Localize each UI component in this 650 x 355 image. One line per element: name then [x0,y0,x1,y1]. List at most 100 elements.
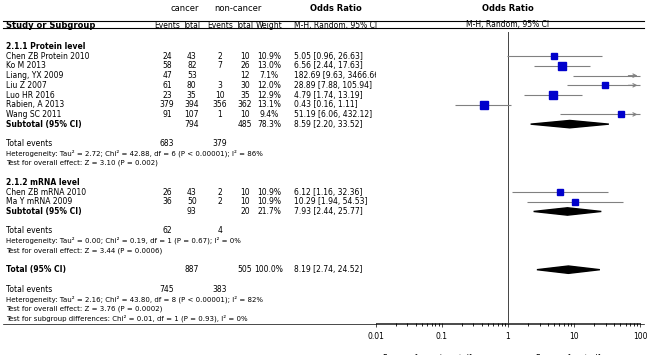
Text: 3: 3 [217,81,222,90]
Text: 182.69 [9.63, 3466.66]: 182.69 [9.63, 3466.66] [294,71,382,80]
Text: 61: 61 [162,81,172,90]
Text: 12: 12 [240,71,250,80]
Text: Heterogeneity: Tau² = 0.00; Chi² = 0.19, df = 1 (P = 0.67); I² = 0%: Heterogeneity: Tau² = 0.00; Chi² = 0.19,… [6,237,241,244]
Text: 28.89 [7.88, 105.94]: 28.89 [7.88, 105.94] [294,81,372,90]
Text: Total (95% CI): Total (95% CI) [6,265,66,274]
Text: 35: 35 [240,91,250,99]
Text: 2.1.1 Protein level: 2.1.1 Protein level [6,42,86,51]
Text: 356: 356 [213,100,227,109]
Text: 6.56 [2.44, 17.63]: 6.56 [2.44, 17.63] [294,61,363,70]
Text: Favours [control]: Favours [control] [536,354,601,355]
Text: 10.9%: 10.9% [257,187,281,197]
Text: 91: 91 [162,110,172,119]
Text: Subtotal (95% CI): Subtotal (95% CI) [6,120,82,129]
Text: 10.9%: 10.9% [257,52,281,61]
Text: Total events: Total events [6,285,53,294]
Text: 887: 887 [185,265,199,274]
Text: 0.43 [0.16, 1.11]: 0.43 [0.16, 1.11] [294,100,358,109]
Text: 745: 745 [160,285,174,294]
Text: Ko M 2013: Ko M 2013 [6,61,46,70]
Text: 383: 383 [213,285,227,294]
Text: 2: 2 [217,197,222,206]
Text: Wang SC 2011: Wang SC 2011 [6,110,62,119]
Text: 7.1%: 7.1% [259,71,279,80]
Text: non-cancer: non-cancer [214,5,261,13]
Text: 7: 7 [217,61,222,70]
Text: 379: 379 [160,100,174,109]
Text: Chen ZB Protein 2010: Chen ZB Protein 2010 [6,52,90,61]
Text: Test for overall effect: Z = 3.76 (P = 0.0002): Test for overall effect: Z = 3.76 (P = 0… [6,305,163,312]
Text: 107: 107 [185,110,199,119]
Text: Favours [experimental]: Favours [experimental] [383,354,472,355]
Text: Odds Ratio: Odds Ratio [310,5,362,13]
Text: 4.79 [1.74, 13.19]: 4.79 [1.74, 13.19] [294,91,363,99]
Text: 43: 43 [187,187,196,197]
Text: 26: 26 [240,61,250,70]
Text: 10: 10 [240,187,250,197]
Text: 362: 362 [238,100,252,109]
Text: Events: Events [154,21,180,30]
Text: M-H, Random, 95% CI: M-H, Random, 95% CI [294,21,377,30]
Polygon shape [537,266,600,273]
Text: 93: 93 [187,207,196,216]
Text: 794: 794 [185,120,199,129]
Text: 12.9%: 12.9% [257,91,281,99]
Text: Weight: Weight [255,21,283,30]
Text: 2: 2 [217,187,222,197]
Text: Heterogeneity: Tau² = 2.72; Chi² = 42.88, df = 6 (P < 0.00001); I² = 86%: Heterogeneity: Tau² = 2.72; Chi² = 42.88… [6,149,263,157]
Text: 100.0%: 100.0% [255,265,283,274]
Text: 21.7%: 21.7% [257,207,281,216]
Text: Total events: Total events [6,139,53,148]
Text: M-H, Random, 95% CI: M-H, Random, 95% CI [467,20,549,29]
Text: 20: 20 [240,207,250,216]
Text: 9.4%: 9.4% [259,110,279,119]
Text: 1: 1 [217,110,222,119]
Text: 8.59 [2.20, 33.52]: 8.59 [2.20, 33.52] [294,120,362,129]
Text: 10.29 [1.94, 54.53]: 10.29 [1.94, 54.53] [294,197,367,206]
Text: 78.3%: 78.3% [257,120,281,129]
Text: 4: 4 [217,226,222,235]
Text: Test for overall effect: Z = 3.10 (P = 0.002): Test for overall effect: Z = 3.10 (P = 0… [6,160,159,166]
Text: Liu Z 2007: Liu Z 2007 [6,81,47,90]
Text: cancer: cancer [170,5,199,13]
Text: 379: 379 [213,139,227,148]
Text: 43: 43 [187,52,196,61]
Text: 10: 10 [240,197,250,206]
Text: 30: 30 [240,81,250,90]
Text: Events: Events [207,21,233,30]
Text: 7.93 [2.44, 25.77]: 7.93 [2.44, 25.77] [294,207,363,216]
Text: 2: 2 [217,52,222,61]
Text: 10.9%: 10.9% [257,197,281,206]
Text: 82: 82 [187,61,196,70]
Text: 58: 58 [162,61,172,70]
Text: Ma Y mRNA 2009: Ma Y mRNA 2009 [6,197,73,206]
Text: 6.12 [1.16, 32.36]: 6.12 [1.16, 32.36] [294,187,362,197]
Text: 13.1%: 13.1% [257,100,281,109]
Polygon shape [530,120,609,128]
Text: Total: Total [183,21,201,30]
Text: Test for subgroup differences: Chi² = 0.01, df = 1 (P = 0.93), I² = 0%: Test for subgroup differences: Chi² = 0.… [6,315,248,322]
Text: 26: 26 [162,187,172,197]
Text: 10: 10 [240,52,250,61]
Text: Subtotal (95% CI): Subtotal (95% CI) [6,207,82,216]
Text: 683: 683 [160,139,174,148]
Text: Chen ZB mRNA 2010: Chen ZB mRNA 2010 [6,187,86,197]
Text: Rabien, A 2013: Rabien, A 2013 [6,100,65,109]
Text: 50: 50 [187,197,196,206]
Text: 8.19 [2.74, 24.52]: 8.19 [2.74, 24.52] [294,265,362,274]
Text: 12.0%: 12.0% [257,81,281,90]
Text: 13.0%: 13.0% [257,61,281,70]
Text: 53: 53 [187,71,196,80]
Text: 2.1.2 mRNA level: 2.1.2 mRNA level [6,178,80,187]
Text: 394: 394 [185,100,199,109]
Text: 23: 23 [162,91,172,99]
Text: 80: 80 [187,81,196,90]
Text: 10: 10 [215,91,224,99]
Text: 505: 505 [238,265,252,274]
Text: 24: 24 [162,52,172,61]
Text: Test for overall effect: Z = 3.44 (P = 0.0006): Test for overall effect: Z = 3.44 (P = 0… [6,247,162,253]
Text: Heterogeneity: Tau² = 2.16; Chi² = 43.80, df = 8 (P < 0.00001); I² = 82%: Heterogeneity: Tau² = 2.16; Chi² = 43.80… [6,295,263,302]
Polygon shape [534,208,601,215]
Text: 5.05 [0.96, 26.63]: 5.05 [0.96, 26.63] [294,52,363,61]
Text: Odds Ratio: Odds Ratio [482,4,534,13]
